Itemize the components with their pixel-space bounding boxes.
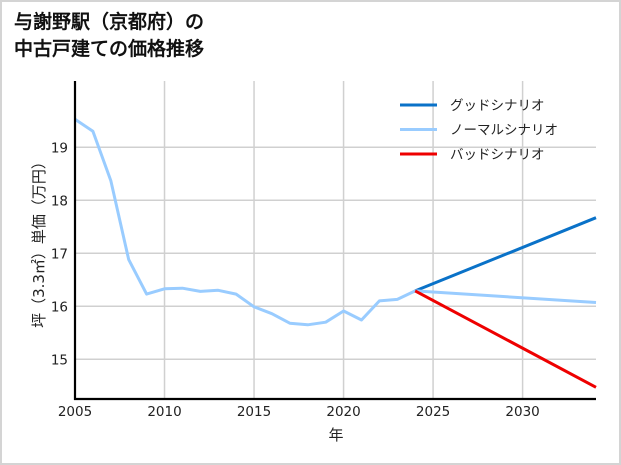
legend-label: ノーマルシナリオ [450, 123, 558, 139]
y-tick-label: 15 [51, 352, 68, 368]
x-axis-label: 年 [328, 426, 343, 444]
axes [73, 81, 596, 401]
chart-title: 与謝野駅（京都府）の 中古戸建ての価格推移 [14, 9, 204, 63]
tick-labels: 15 16 17 18 19 2005 2010 2015 2020 2025 2030 [51, 140, 540, 420]
x-tick-label: 2025 [416, 404, 450, 420]
y-tick-label: 17 [51, 246, 68, 262]
legend-item-bad: バッドシナリオ [400, 147, 545, 163]
chart-title-line1: 与謝野駅（京都府）の [14, 11, 205, 33]
x-tick-label: 2020 [326, 404, 360, 420]
x-tick-label: 2005 [58, 404, 92, 420]
bad-scenario-line [414, 289, 597, 389]
chart-title-line2: 中古戸建ての価格推移 [14, 38, 205, 60]
history-line [74, 117, 416, 327]
legend-label: グッドシナリオ [450, 98, 545, 114]
gridlines [75, 81, 596, 399]
y-tick-label: 16 [51, 299, 68, 315]
legend-item-normal: ノーマルシナリオ [400, 123, 558, 139]
data-series [74, 117, 597, 389]
y-tick-label: 19 [51, 140, 68, 156]
good-scenario-line [414, 216, 597, 293]
x-tick-label: 2010 [147, 404, 181, 420]
legend-label: バッドシナリオ [450, 147, 545, 163]
legend-item-good: グッドシナリオ [400, 98, 545, 114]
normal-scenario-line [415, 289, 597, 304]
x-tick-label: 2030 [505, 404, 539, 420]
y-axis-label: 坪（3.3㎡）単価（万円） [30, 154, 48, 328]
x-tick-label: 2015 [237, 404, 271, 420]
y-tick-label: 18 [51, 193, 68, 209]
